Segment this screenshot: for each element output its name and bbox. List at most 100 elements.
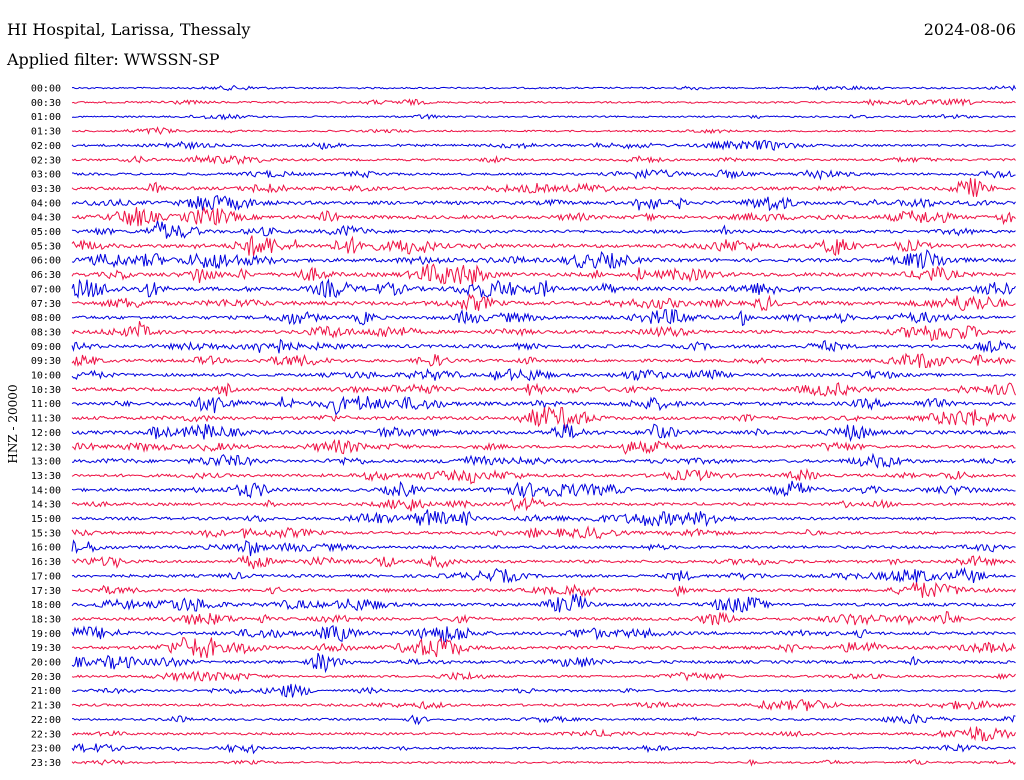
trace-row: [71, 395, 1016, 416]
trace-row: [71, 637, 1016, 659]
trace-row: [71, 496, 1016, 512]
row-time-label: 11:00: [31, 399, 61, 410]
trace-row: [71, 338, 1016, 354]
row-time-label: 05:00: [31, 227, 61, 238]
row-time-label: 08:00: [31, 313, 61, 324]
row-time-label: 23:00: [31, 744, 61, 755]
trace-row: [71, 581, 1016, 598]
trace-row: [71, 321, 1016, 342]
filter-label: Applied filter: WWSSN-SP: [7, 50, 220, 69]
row-time-label: 17:00: [31, 571, 61, 582]
trace-row: [71, 195, 1016, 212]
row-time-label: 06:00: [31, 256, 61, 267]
row-time-label: 02:30: [31, 155, 61, 166]
row-time-label: 22:00: [31, 715, 61, 726]
trace-row: [71, 480, 1016, 499]
trace-row: [71, 683, 1016, 698]
trace-row: [71, 309, 1016, 327]
trace-row: [71, 382, 1016, 398]
row-time-label: 19:00: [31, 629, 61, 640]
trace-row: [71, 566, 1016, 584]
row-time-label: 18:30: [31, 614, 61, 625]
row-time-label: 14:30: [31, 500, 61, 511]
row-time-label: 17:30: [31, 586, 61, 597]
row-time-label: 00:00: [31, 84, 61, 95]
row-time-label: 07:30: [31, 299, 61, 310]
row-time-label: 12:00: [31, 428, 61, 439]
trace-row: [71, 220, 1016, 239]
trace-row: [71, 438, 1016, 455]
trace-row: [71, 610, 1016, 626]
row-time-label: 21:30: [31, 701, 61, 712]
trace-row: [71, 624, 1016, 643]
trace-row: [72, 452, 1016, 469]
row-time-label: 01:00: [31, 112, 61, 123]
row-time-label: 15:30: [31, 528, 61, 539]
trace-row: [71, 177, 1016, 197]
row-time-label: 01:30: [31, 127, 61, 138]
trace-row: [71, 278, 1016, 299]
row-time-label: 09:00: [31, 342, 61, 353]
row-time-label: 02:00: [31, 141, 61, 152]
trace-row: [71, 235, 1016, 257]
trace-row: [71, 206, 1016, 227]
row-time-label: 16:30: [31, 557, 61, 568]
trace-row: [71, 554, 1016, 570]
row-time-label: 13:00: [31, 457, 61, 468]
trace-row: [71, 293, 1016, 312]
row-time-label: 11:30: [31, 414, 61, 425]
trace-row: [71, 699, 1016, 712]
trace-row: [71, 263, 1016, 286]
trace-row: [71, 726, 1016, 742]
trace-row: [71, 539, 1016, 557]
row-time-label: 04:30: [31, 213, 61, 224]
row-time-label: 18:00: [31, 600, 61, 611]
row-time-label: 10:30: [31, 385, 61, 396]
row-time-label: 20:00: [31, 658, 61, 669]
row-time-label: 09:30: [31, 356, 61, 367]
trace-row: [71, 742, 1016, 755]
trace-row: [71, 525, 1016, 540]
row-time-label: 21:00: [31, 686, 61, 697]
row-time-label: 13:30: [31, 471, 61, 482]
row-time-label: 05:30: [31, 241, 61, 252]
trace-row: [71, 368, 1016, 382]
row-time-label: 14:00: [31, 485, 61, 496]
trace-row: [71, 423, 1016, 443]
trace-row: [72, 713, 1016, 726]
row-time-label: 03:30: [31, 184, 61, 195]
row-time-label: 23:30: [31, 758, 61, 769]
trace-row: [71, 113, 1016, 121]
trace-row: [71, 467, 1016, 485]
trace-row: [71, 758, 1016, 767]
trace-row: [71, 406, 1016, 429]
trace-row: [71, 670, 1016, 683]
row-time-label: 20:30: [31, 672, 61, 683]
recording-date: 2024-08-06: [923, 20, 1016, 39]
trace-row: [71, 593, 1016, 614]
row-time-label: 19:30: [31, 643, 61, 654]
row-time-label: 00:30: [31, 98, 61, 109]
trace-row: [71, 249, 1016, 270]
row-time-label: 22:30: [31, 729, 61, 740]
row-time-label: 04:00: [31, 198, 61, 209]
row-time-label: 15:00: [31, 514, 61, 525]
row-time-label: 10:00: [31, 371, 61, 382]
trace-row: [71, 84, 1016, 92]
row-time-label: 12:30: [31, 442, 61, 453]
row-time-label: 16:00: [31, 543, 61, 554]
row-time-label: 06:30: [31, 270, 61, 281]
trace-row: [71, 154, 1016, 166]
row-time-label: 03:00: [31, 170, 61, 181]
row-time-label: 08:30: [31, 327, 61, 338]
trace-row: [71, 352, 1016, 369]
row-time-label: 07:00: [31, 284, 61, 295]
trace-row: [71, 509, 1016, 528]
trace-row: [71, 652, 1016, 674]
trace-row: [71, 126, 1016, 136]
trace-row: [72, 168, 1016, 181]
station-title: HI Hospital, Larissa, Thessaly: [7, 20, 251, 39]
trace-row: [71, 139, 1016, 152]
trace-row: [71, 97, 1016, 107]
